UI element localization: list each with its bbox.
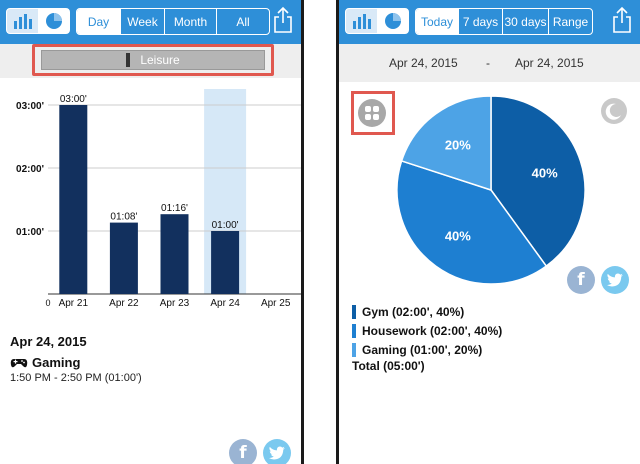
pie-legend: Gym (02:00', 40%) Housework (02:00', 40%… [352,302,502,359]
pie-chart-icon [384,13,401,29]
activity-name: Gaming [32,355,81,370]
legend-swatch [352,304,356,319]
facebook-icon: f [239,443,247,463]
activity-title: Gaming [10,355,80,370]
activity-time: 1:50 PM - 2:50 PM (01:00') [10,372,142,384]
legend-label: Gym (02:00', 40%) [362,304,465,319]
category-selector[interactable]: Leisure [41,50,265,70]
tab-today[interactable]: Today [416,9,458,34]
summary-view-panel: Today 7 days 30 days Range Apr 24, 2015 … [336,0,640,464]
bar [109,222,138,294]
category-color-mark [126,53,131,67]
y-tick-label: 02:00' [16,164,44,175]
total-time: Total (05:00') [352,359,425,373]
category-label: Leisure [140,53,180,67]
data-label: 01:08' [110,212,137,223]
bar-chart-toggle[interactable] [346,9,377,33]
data-label: 01:00' [212,220,239,231]
y-tick-label: 03:00' [16,101,44,112]
bar-chart-icon [352,14,371,29]
grid-button-highlight-outline [351,91,395,135]
legend-label: Gaming (01:00', 20%) [362,342,483,357]
category-grid-button[interactable] [358,99,386,127]
facebook-button[interactable]: f [229,439,257,464]
night-mode-button[interactable] [601,98,627,124]
share-icon[interactable] [273,6,293,34]
bar [59,105,88,294]
moon-icon [605,103,621,120]
tab-7-days[interactable]: 7 days [458,9,502,34]
period-tabs: Today 7 days 30 days Range [415,8,593,35]
twitter-button[interactable] [263,439,291,464]
tab-day[interactable]: Day [77,9,120,34]
tab-month[interactable]: Month [164,9,216,34]
bar-chart-toggle[interactable] [7,9,38,33]
category-highlight-outline [32,44,274,76]
slice-label: 20% [445,137,471,152]
selected-day-date: Apr 24, 2015 [10,334,87,349]
slice-label: 40% [532,166,558,181]
chart-type-toggle [345,8,409,34]
period-tabs: Day Week Month All [76,8,270,35]
tab-all[interactable]: All [216,9,269,34]
facebook-button[interactable]: f [567,266,595,294]
gamepad-icon [10,358,28,367]
share-icon[interactable] [612,6,632,34]
x-tick-label: Apr 24 [210,298,240,309]
pie-chart-toggle[interactable] [38,9,69,33]
top-bar: Today 7 days 30 days Range [339,0,640,44]
x-tick-label: Apr 25 [261,298,291,309]
chart-type-toggle [6,8,70,34]
range-separator: - [486,56,490,70]
twitter-icon [269,446,285,460]
legend-swatch [352,342,356,357]
slice-label: 40% [445,229,471,244]
twitter-button[interactable] [601,266,629,294]
x-tick-label: Apr 21 [59,298,89,309]
legend-item-gaming: Gaming (01:00', 20%) [352,340,502,359]
legend-item-housework: Housework (02:00', 40%) [352,321,502,340]
data-label: 01:16' [161,203,188,214]
x-tick-label: Apr 22 [109,298,139,309]
tab-30-days[interactable]: 30 days [502,9,548,34]
top-bar: Day Week Month All [0,0,301,44]
legend-label: Housework (02:00', 40%) [362,323,503,338]
pie-slice [490,95,586,268]
day-view-panel: Day Week Month All Leisure 01:00' 02:00' 0… [0,0,304,464]
pie-chart-toggle[interactable] [377,9,408,33]
pie-slice [400,95,492,192]
legend-swatch [352,323,356,338]
activity-pie-chart: 40% 40% 20% [396,95,586,285]
range-start-date[interactable]: Apr 24, 2015 [389,56,458,70]
date-range-bar: Apr 24, 2015 - Apr 24, 2015 [339,44,640,82]
pie-chart-icon [45,13,62,29]
facebook-icon: f [577,270,585,290]
y-tick-label: 01:00' [16,227,44,238]
y-zero-tick-label: 0 [45,298,50,308]
legend-item-gym: Gym (02:00', 40%) [352,302,502,321]
bar [211,231,240,294]
bar [160,214,189,294]
twitter-icon [607,273,623,287]
data-label: 03:00' [60,94,87,105]
daily-bar-chart: 01:00' 02:00' 03:00' 0 03:00' Apr 21 01:08' Apr… [16,89,301,309]
tab-range[interactable]: Range [548,9,592,34]
range-end-date[interactable]: Apr 24, 2015 [515,56,584,70]
pie-slice [396,160,548,285]
grid-icon [365,106,379,120]
x-tick-label: Apr 23 [160,298,190,309]
bar-chart-icon [13,14,32,29]
tab-week[interactable]: Week [120,9,164,34]
